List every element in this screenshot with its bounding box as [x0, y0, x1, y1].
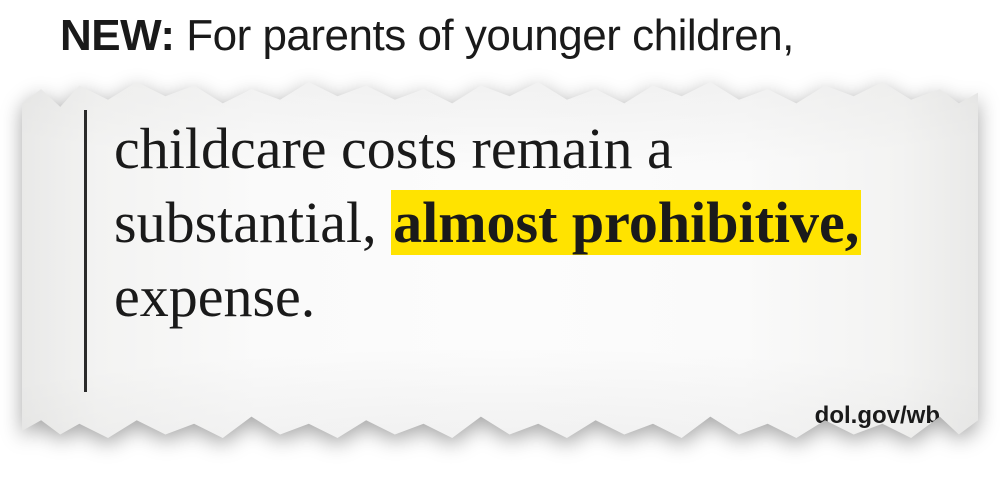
quote-block: childcare costs remain a substantial, al… — [114, 112, 930, 335]
quote-post: expense. — [114, 264, 315, 329]
headline-rest: For parents of younger children, — [175, 11, 794, 60]
quote-rule — [84, 110, 87, 392]
paper-clipping-shadow: childcare costs remain a substantial, al… — [22, 82, 978, 438]
paper-clipping: childcare costs remain a substantial, al… — [22, 82, 978, 438]
quote-highlight: almost prohibitive, — [391, 190, 861, 255]
headline-label: NEW: — [60, 11, 175, 60]
headline: NEW: For parents of younger children, — [60, 14, 960, 58]
source-url: dol.gov/wb — [815, 402, 940, 430]
